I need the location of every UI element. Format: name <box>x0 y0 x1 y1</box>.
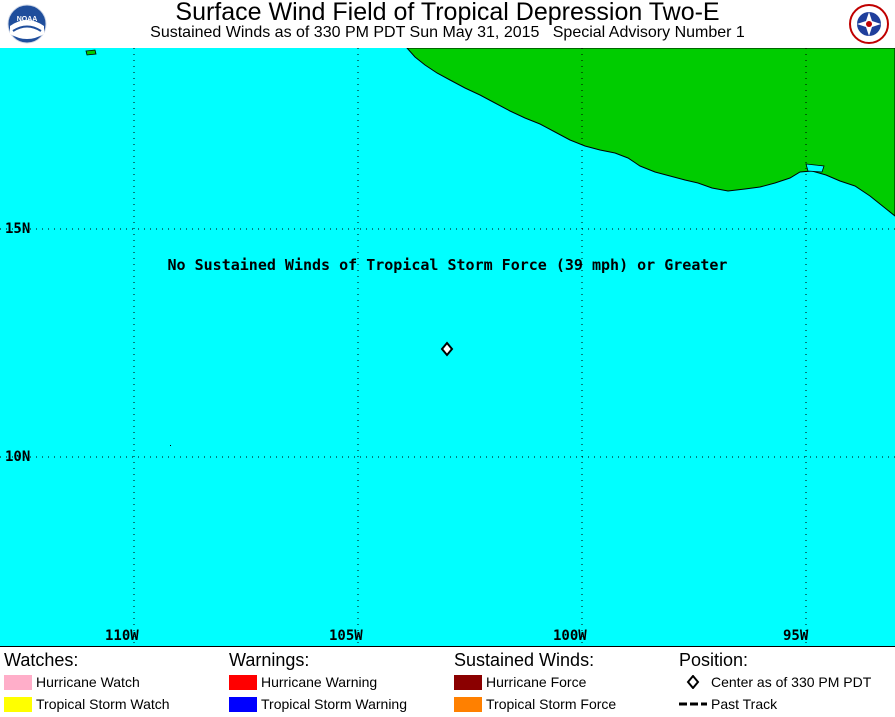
wind-notice: No Sustained Winds of Tropical Storm For… <box>167 256 728 274</box>
legend-item: Past Track <box>679 693 871 715</box>
legend-label: Tropical Storm Warning <box>261 696 408 712</box>
legend-item: Center as of 330 PM PDT <box>679 671 871 693</box>
diamond-icon <box>679 675 707 690</box>
graticule <box>0 48 895 646</box>
page-title: Surface Wind Field of Tropical Depressio… <box>175 0 720 26</box>
legend-heading-position: Position: <box>679 650 749 670</box>
page-subtitle: Sustained Winds as of 330 PM PDT Sun May… <box>150 24 745 41</box>
legend-item: Hurricane Watch <box>4 671 170 693</box>
legend-item: Hurricane Force <box>454 671 616 693</box>
lon-label-95w: 95W <box>783 628 809 644</box>
legend-label: Hurricane Watch <box>36 674 140 690</box>
legend: Watches: Hurricane Watch Tropical Storm … <box>0 646 895 717</box>
legend-label: Center as of 330 PM PDT <box>711 674 872 690</box>
legend-label: Past Track <box>711 696 778 712</box>
tropical-storm-watch-swatch <box>4 696 32 712</box>
legend-warnings: Warnings: Hurricane Warning Tropical Sto… <box>229 649 407 715</box>
lon-label-105w: 105W <box>329 628 363 644</box>
nws-logo-icon <box>849 4 889 44</box>
storm-center-diamond-icon <box>440 341 454 357</box>
svg-text:NOAA: NOAA <box>17 16 38 23</box>
hurricane-force-swatch <box>454 674 482 690</box>
legend-item: Hurricane Warning <box>229 671 407 693</box>
legend-winds: Sustained Winds: Hurricane Force Tropica… <box>454 649 616 715</box>
wind-field-map: 15N 10N 110W 105W 100W 95W No Sustained … <box>0 48 895 646</box>
legend-label: Tropical Storm Force <box>486 696 617 712</box>
legend-position: Position: Center as of 330 PM PDT Past T… <box>679 649 871 715</box>
lon-label-110w: 110W <box>105 628 139 644</box>
lat-label-10n: 10N <box>5 449 31 465</box>
lat-label-15n: 15N <box>5 221 31 237</box>
tropical-storm-warning-swatch <box>229 696 257 712</box>
header: NOAA Surface Wind Field of Tropical Depr… <box>0 0 895 48</box>
hurricane-watch-swatch <box>4 674 32 690</box>
legend-label: Hurricane Warning <box>261 674 378 690</box>
noaa-logo-icon: NOAA <box>7 4 47 44</box>
legend-watches: Watches: Hurricane Watch Tropical Storm … <box>4 649 170 715</box>
dashed-line-icon <box>679 697 707 712</box>
legend-heading-watches: Watches: <box>4 650 79 670</box>
hurricane-warning-swatch <box>229 674 257 690</box>
tropical-storm-force-swatch <box>454 696 482 712</box>
lon-label-100w: 100W <box>553 628 587 644</box>
mexico-landmass <box>406 48 895 217</box>
legend-item: Tropical Storm Watch <box>4 693 170 715</box>
legend-label: Tropical Storm Watch <box>36 696 170 712</box>
legend-label: Hurricane Force <box>486 674 587 690</box>
legend-item: Tropical Storm Warning <box>229 693 407 715</box>
map-canvas <box>0 48 895 646</box>
legend-heading-winds: Sustained Winds: <box>454 650 595 670</box>
legend-item: Tropical Storm Force <box>454 693 616 715</box>
legend-heading-warnings: Warnings: <box>229 650 310 670</box>
